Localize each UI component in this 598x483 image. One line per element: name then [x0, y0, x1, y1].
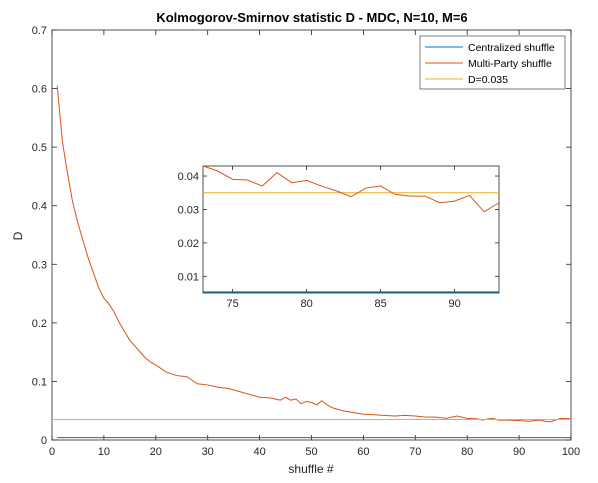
x-tick-label: 100	[562, 446, 580, 458]
x-tick-label: 90	[513, 446, 525, 458]
inset-y-axis: 0.01 0.02 0.03 0.04	[178, 171, 499, 283]
x-axis: 0 10 20 30 40 50 60 70 80 90 100	[49, 30, 580, 458]
inset-series-group	[202, 165, 500, 293]
y-tick-label: 0	[41, 435, 47, 447]
x-tick-label: 0	[49, 446, 55, 458]
legend: Centralized shuffle Multi-Party shuffle …	[419, 35, 566, 90]
x-tick-label: 70	[409, 446, 421, 458]
y-tick-label: 0.4	[32, 201, 47, 213]
y-tick-label: 0.5	[32, 142, 47, 154]
inset-y-tick-label: 0.04	[178, 171, 199, 183]
x-tick-label: 50	[305, 446, 317, 458]
y-axis: 0 0.1 0.2 0.3 0.4 0.5 0.6 0.7	[32, 25, 571, 447]
chart-title: Kolmogorov-Smirnov statistic D - MDC, N=…	[156, 10, 467, 25]
x-tick-label: 30	[202, 446, 214, 458]
inset-y-tick-label: 0.01	[178, 271, 199, 283]
legend-label-threshold: D=0.035	[468, 74, 508, 86]
legend-label-multi-party: Multi-Party shuffle	[468, 58, 552, 70]
x-tick-label: 60	[357, 446, 369, 458]
y-tick-label: 0.7	[32, 25, 47, 37]
x-axis-label: shuffle #	[288, 462, 333, 476]
inset-x-tick-label: 80	[300, 298, 312, 310]
inset-plot-area	[202, 165, 500, 294]
y-tick-label: 0.3	[32, 259, 47, 271]
y-tick-label: 0.2	[32, 318, 47, 330]
x-tick-label: 10	[98, 446, 110, 458]
y-tick-label: 0.1	[32, 376, 47, 388]
y-tick-label: 0.6	[32, 84, 47, 96]
inset-multi-party-shuffle-line	[202, 165, 500, 213]
series-group	[52, 85, 572, 439]
inset-x-axis: 75 80 85 90	[226, 166, 461, 310]
inset-x-tick-label: 90	[448, 298, 460, 310]
inset-y-tick-label: 0.02	[178, 238, 199, 250]
x-tick-label: 40	[253, 446, 265, 458]
inset-y-tick-label: 0.03	[178, 204, 199, 216]
x-tick-label: 80	[461, 446, 473, 458]
inset-x-tick-label: 85	[374, 298, 386, 310]
inset-axes: 75 80 85 90 0.01 0.02 0.03 0.04	[178, 165, 500, 310]
x-tick-label: 20	[150, 446, 162, 458]
y-axis-label: D	[11, 231, 25, 240]
legend-label-centralized: Centralized shuffle	[468, 42, 555, 54]
inset-x-tick-label: 75	[226, 298, 238, 310]
